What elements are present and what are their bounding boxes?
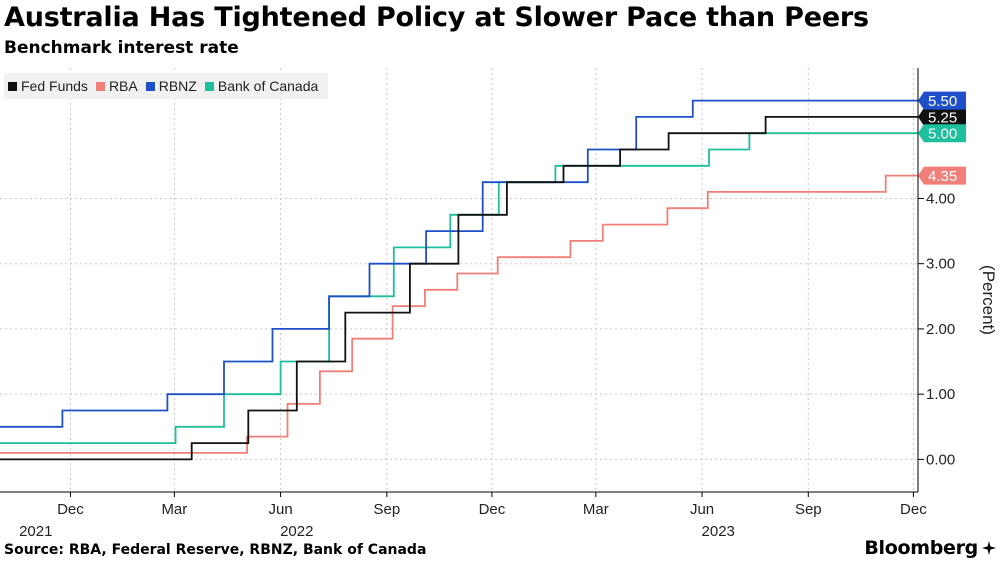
x-year-label: 2021: [19, 523, 52, 540]
legend-label-rbnz: RBNZ: [158, 78, 197, 94]
chart-subtitle: Benchmark interest rate: [4, 38, 239, 58]
source-note: Source: RBA, Federal Reserve, RBNZ, Bank…: [4, 542, 427, 558]
grid: [0, 68, 918, 492]
series-line-bank-of-canada: [0, 132, 918, 444]
last-value-tag-label: 4.35: [928, 168, 957, 185]
last-value-tag-bg: [918, 124, 966, 143]
last-value-tag-label: 5.00: [928, 126, 957, 143]
last-value-tag-bg: [918, 166, 966, 185]
brand-logo: Bloomberg: [864, 537, 996, 559]
legend-swatch-rba: [95, 81, 105, 91]
legend-swatch-fed-funds: [8, 81, 17, 91]
legend-item-rba: RBA: [95, 78, 138, 94]
brand-name: Bloomberg: [864, 537, 978, 559]
y-tick-label: 1.00: [926, 386, 955, 403]
last-value-tag-bg: [918, 91, 966, 110]
last-value-tag-rba: 4.35: [918, 166, 966, 185]
y-tick-label: 3.00: [926, 256, 955, 273]
axes: 0.00 1.00 2.00 3.00 4.00 Dec Mar Jun Sep Dec Mar Ju…: [0, 68, 955, 540]
legend-item-rbnz: RBNZ: [145, 78, 197, 94]
y-axis-label: (Percent): [979, 265, 998, 335]
x-tick-label: Dec: [57, 501, 84, 518]
x-tick-label: Mar: [583, 501, 609, 518]
x-tick-label: Dec: [479, 501, 506, 518]
series-line-rba: [0, 174, 918, 454]
y-tick-label: 0.00: [926, 451, 955, 468]
legend-item-bank-of-canada: Bank of Canada: [204, 78, 319, 94]
chart-title: Australia Has Tightened Policy at Slower…: [4, 2, 869, 33]
x-tick-label: Jun: [269, 501, 293, 518]
x-tick-label: Sep: [795, 501, 822, 518]
last-value-tag-bank-of-canada: 5.00: [918, 124, 966, 143]
series-line-rbnz: [0, 99, 918, 428]
series-lines: [0, 99, 918, 461]
last-value-tag-fed-funds: 5.25: [918, 107, 966, 126]
legend-label-rba: RBA: [108, 78, 138, 94]
bloomberg-star-icon: [982, 541, 996, 555]
y-tick-label: 2.00: [926, 321, 955, 338]
series-line-fed-funds: [0, 116, 918, 461]
x-tick-label: Sep: [373, 501, 400, 518]
legend-swatch-bank-of-canada: [204, 81, 214, 91]
last-value-tag-bg: [918, 107, 966, 126]
x-year-label: 2023: [702, 523, 735, 540]
legend-swatch-rbnz: [145, 81, 155, 91]
legend-label-fed-funds: Fed Funds: [21, 78, 88, 94]
legend-item-fed-funds: Fed Funds: [8, 78, 88, 94]
x-year-label: 2022: [280, 523, 313, 540]
x-tick-label: Dec: [900, 501, 927, 518]
legend: Fed Funds RBA RBNZ Bank of Canada: [4, 73, 329, 99]
last-value-tag-label: 5.25: [928, 109, 957, 126]
legend-label-bank-of-canada: Bank of Canada: [217, 78, 319, 94]
last-value-tag-rbnz: 5.50: [918, 91, 966, 110]
last-value-tags: 5.25 4.35 5.50 5.00: [918, 91, 966, 185]
x-tick-label: Jun: [690, 501, 714, 518]
y-tick-label: 4.00: [926, 190, 955, 207]
last-value-tag-label: 5.50: [928, 93, 957, 110]
x-tick-label: Mar: [161, 501, 187, 518]
